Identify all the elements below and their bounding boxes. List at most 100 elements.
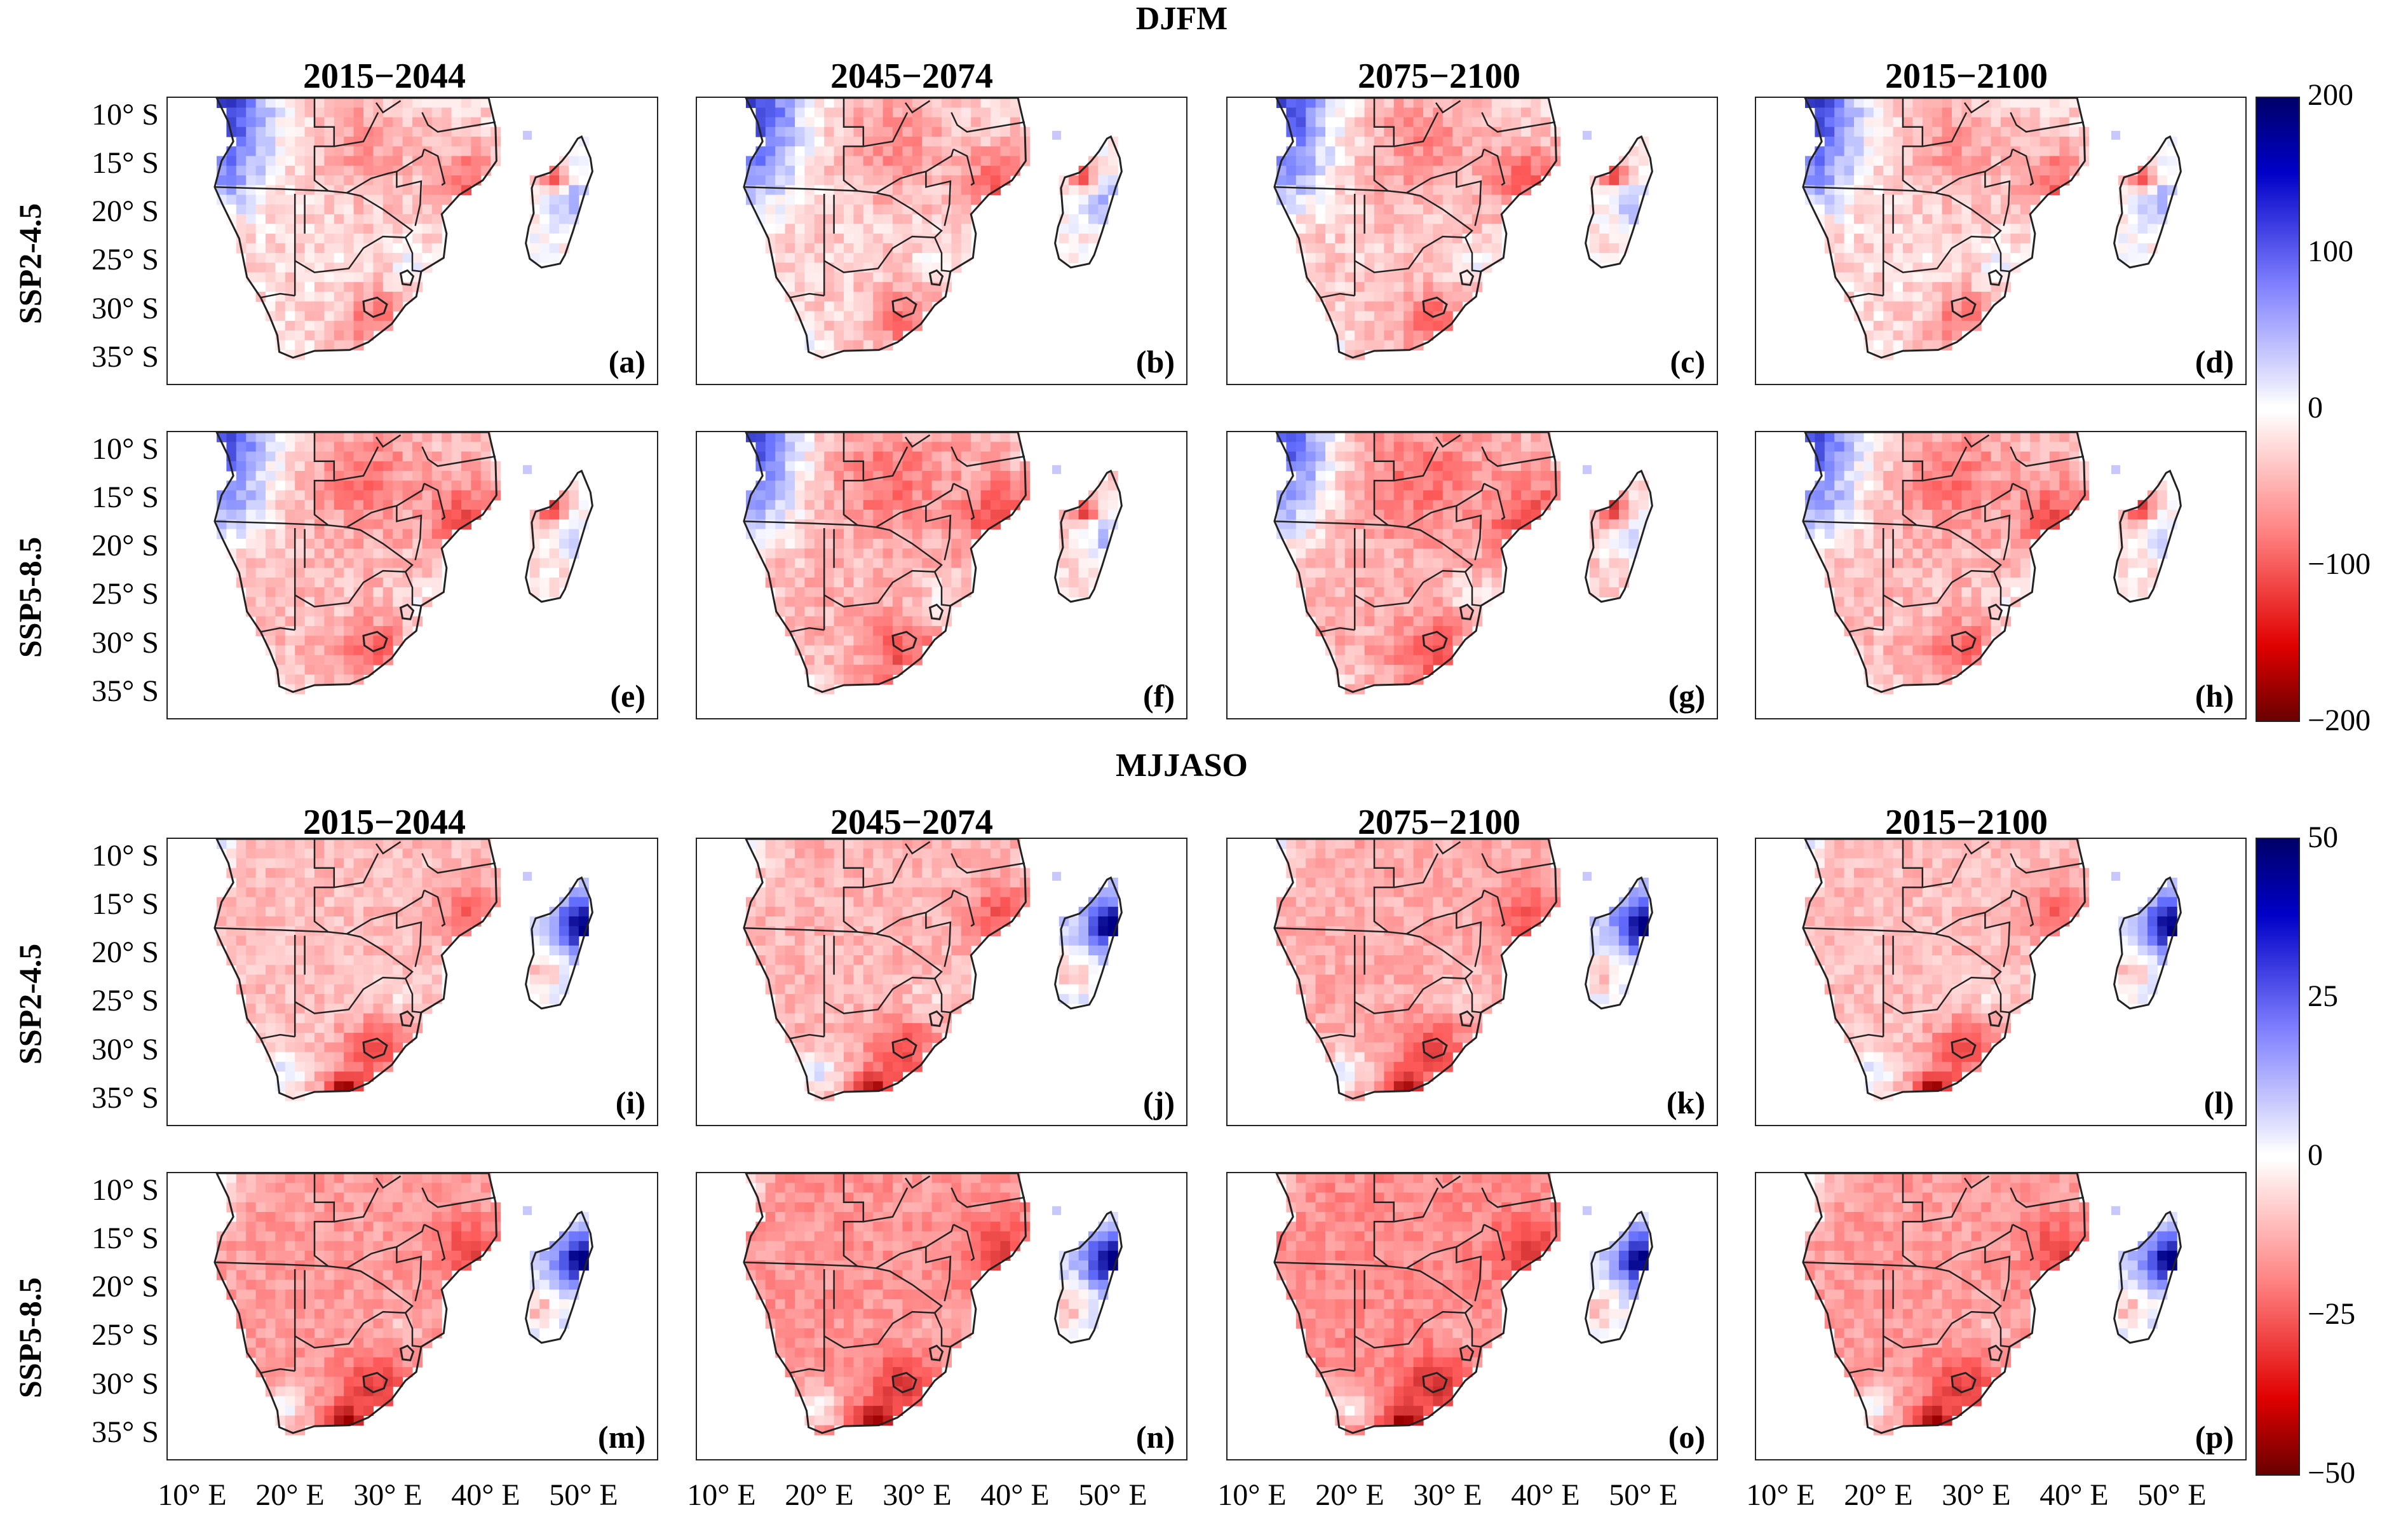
- grid-cell: [285, 548, 295, 559]
- grid-cell: [1452, 519, 1463, 530]
- grid-cell: [1981, 301, 1992, 312]
- grid-cell: [1374, 674, 1384, 685]
- grid-cell: [912, 214, 923, 224]
- grid-cell: [1462, 224, 1473, 235]
- grid-cell: [373, 204, 384, 215]
- grid-cell: [1344, 577, 1355, 588]
- grid-cell: [1609, 510, 1620, 520]
- grid-cell: [422, 432, 433, 442]
- grid-cell: [1000, 442, 1011, 452]
- grid-cell: [844, 320, 854, 331]
- grid-cell: [1971, 606, 1982, 617]
- grid-cell: [883, 204, 893, 215]
- grid-cell: [912, 568, 923, 578]
- grid-cell: [834, 626, 844, 636]
- grid-cell: [1384, 204, 1395, 215]
- grid-cell: [931, 253, 942, 263]
- country-border: [421, 112, 496, 133]
- grid-cell: [422, 510, 433, 520]
- grid-cell: [1844, 548, 1855, 559]
- grid-cell: [804, 606, 815, 617]
- grid-cell: [922, 451, 933, 462]
- grid-cell: [765, 461, 776, 472]
- grid-cell: [1335, 98, 1346, 108]
- grid-cell: [853, 292, 864, 302]
- grid-cell: [1374, 480, 1384, 491]
- grid-cell: [961, 194, 971, 205]
- grid-cell: [236, 442, 247, 452]
- grid-cell: [785, 606, 795, 617]
- grid-cell: [1834, 500, 1845, 510]
- grid-cell: [1501, 461, 1512, 472]
- grid-cell: [324, 519, 335, 530]
- grid-cell: [971, 156, 982, 167]
- grid-cell: [422, 214, 433, 224]
- grid-cell: [1306, 117, 1316, 128]
- grid-cell: [834, 214, 844, 224]
- grid-cell: [1384, 243, 1395, 254]
- grid-cell: [1599, 214, 1610, 224]
- grid-cell: [1961, 98, 1972, 108]
- grid-cell: [1942, 126, 1952, 137]
- grid-cell: [1355, 253, 1365, 263]
- grid-cell: [353, 98, 364, 108]
- grid-cell: [442, 194, 452, 205]
- grid-cell: [1442, 98, 1453, 108]
- grid-cell: [775, 137, 786, 147]
- grid-cell: [315, 262, 325, 273]
- grid-cell: [1306, 214, 1316, 224]
- grid-cell: [1521, 480, 1531, 491]
- grid-cell: [1854, 597, 1864, 608]
- grid-cell: [402, 471, 413, 481]
- grid-cell: [1824, 165, 1835, 176]
- grid-cell: [304, 548, 315, 559]
- grid-cell: [1462, 606, 1473, 617]
- grid-cell: [893, 98, 903, 108]
- grid-cell: [1922, 185, 1933, 196]
- grid-cell: [1325, 146, 1336, 157]
- grid-cell: [236, 432, 247, 442]
- grid-cell: [393, 538, 403, 549]
- grid-cell: [1609, 185, 1620, 196]
- grid-cell: [402, 214, 413, 224]
- grid-cell: [893, 320, 903, 331]
- grid-cell: [1922, 626, 1933, 636]
- grid-cell: [1442, 311, 1453, 322]
- grid-cell: [382, 194, 393, 205]
- grid-cell: [285, 98, 295, 108]
- grid-cell: [363, 655, 374, 665]
- grid-cell: [275, 432, 286, 442]
- grid-cell: [1609, 175, 1620, 186]
- grid-cell: [1442, 262, 1453, 273]
- grid-cell: [971, 519, 982, 530]
- grid-cell: [539, 548, 550, 559]
- grid-cell: [393, 243, 403, 254]
- grid-cell: [549, 165, 560, 176]
- grid-cell: [422, 185, 433, 196]
- grid-cell: [834, 243, 844, 254]
- grid-cell: [236, 156, 247, 167]
- grid-cell: [1335, 137, 1346, 147]
- grid-cell: [893, 500, 903, 510]
- grid-cell: [1364, 636, 1375, 646]
- grid-cell: [804, 165, 815, 176]
- grid-cell: [1276, 432, 1287, 442]
- grid-cell: [853, 117, 864, 128]
- country-border: [334, 112, 379, 147]
- grid-cell: [1903, 233, 1913, 244]
- grid-cell: [1344, 292, 1355, 302]
- grid-cell: [334, 636, 344, 646]
- grid-cell: [402, 451, 413, 462]
- grid-cell: [1413, 156, 1424, 167]
- grid-cell: [373, 175, 384, 186]
- grid-cell: [1873, 320, 1884, 331]
- grid-cell: [1482, 165, 1492, 176]
- grid-cell: [382, 98, 393, 108]
- grid-cell: [1462, 292, 1473, 302]
- grid-cell: [1462, 577, 1473, 588]
- grid-cell: [285, 674, 295, 685]
- grid-cell: [1981, 490, 1992, 501]
- grid-cell: [912, 272, 923, 283]
- grid-cell: [1981, 597, 1992, 608]
- grid-cell: [775, 490, 786, 501]
